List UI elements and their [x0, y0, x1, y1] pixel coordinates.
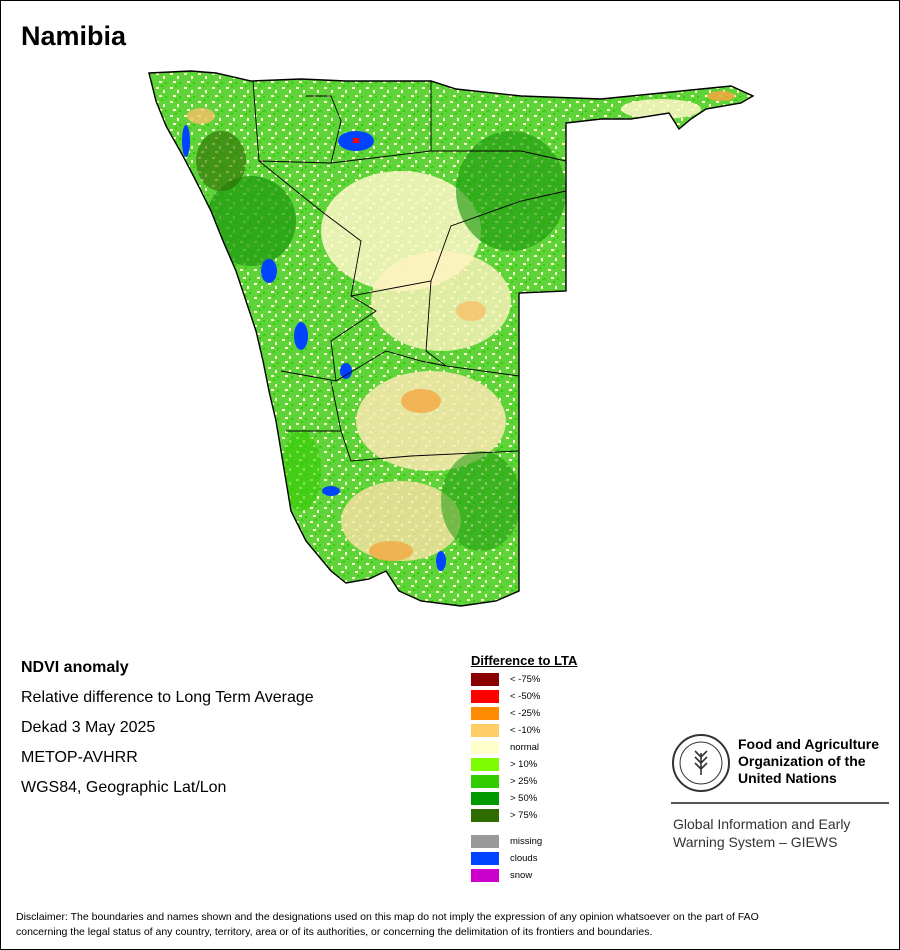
- legend-swatch: [471, 852, 499, 865]
- legend-label: missing: [510, 836, 543, 847]
- legend-label: < -10%: [510, 725, 541, 736]
- legend-label: > 25%: [510, 776, 538, 787]
- map-info: NDVI anomaly Relative difference to Long…: [21, 657, 314, 807]
- legend-swatch: [471, 869, 499, 882]
- legend-label: > 10%: [510, 759, 538, 770]
- region-boundaries: [252, 80, 567, 462]
- map-title: Namibia: [21, 21, 127, 51]
- time-period: Dekad 3 May 2025: [21, 719, 156, 736]
- legend-label: < -50%: [510, 691, 541, 702]
- legend-label: > 75%: [510, 810, 538, 821]
- legend-swatch: [471, 809, 499, 822]
- legend-swatch: [471, 673, 499, 686]
- legend-swatch: [471, 690, 499, 703]
- legend-swatch: [471, 792, 499, 805]
- legend-label: < -75%: [510, 674, 541, 685]
- legend-swatch: [471, 758, 499, 771]
- giews-line2: Warning System – GIEWS: [673, 834, 838, 850]
- legend-label: < -25%: [510, 708, 541, 719]
- legend-swatch: [471, 707, 499, 720]
- legend-swatch: [471, 775, 499, 788]
- fao-logo-icon: [672, 734, 730, 792]
- fao-name: Food and Agriculture Organization of the…: [738, 736, 898, 787]
- disclaimer-line2: concerning the legal status of any count…: [16, 926, 653, 938]
- disclaimer: Disclaimer: The boundaries and names sho…: [16, 910, 886, 940]
- product-name: NDVI anomaly: [21, 659, 129, 676]
- legend-label: normal: [510, 742, 540, 753]
- disclaimer-line1: Disclaimer: The boundaries and names sho…: [16, 911, 759, 923]
- fao-name-line1: Food and Agriculture: [738, 736, 880, 752]
- legend-swatch: [471, 741, 499, 754]
- legend-swatch: [471, 835, 499, 848]
- giews-line1: Global Information and Early: [673, 816, 851, 832]
- product-description: Relative difference to Long Term Average: [21, 689, 314, 706]
- ndvi-raster: [149, 71, 753, 606]
- legend-label: clouds: [510, 853, 538, 864]
- fao-name-line3: United Nations: [738, 770, 837, 786]
- legend-label: > 50%: [510, 793, 538, 804]
- legend-swatch: [471, 724, 499, 737]
- legend-label: snow: [510, 870, 533, 881]
- giews-name: Global Information and Early Warning Sys…: [673, 815, 889, 851]
- fao-name-line2: Organization of the: [738, 753, 866, 769]
- namibia-ndvi-map: [141, 63, 761, 611]
- divider: [671, 802, 889, 804]
- projection: WGS84, Geographic Lat/Lon: [21, 779, 227, 796]
- legend-title: Difference to LTA: [471, 653, 578, 668]
- legend: Difference to LTA < -75% < -50% < -25% < -1…: [471, 653, 578, 882]
- sensor-name: METOP-AVHRR: [21, 749, 138, 766]
